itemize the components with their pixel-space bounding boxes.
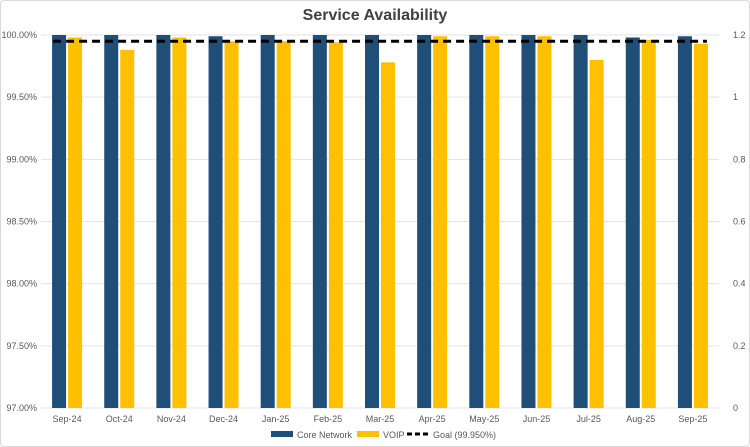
chart-title: Service Availability [302, 7, 448, 24]
bar-voip [641, 39, 656, 409]
x-tick-label: Apr-25 [419, 414, 446, 424]
x-tick-label: Nov-24 [157, 414, 186, 424]
legend-swatch [357, 431, 379, 437]
x-tick-label: Jan-25 [262, 414, 290, 424]
y-tick-label: 99.00% [6, 154, 37, 164]
bar-core-network [365, 35, 379, 408]
y2-tick-label: 0.2 [733, 341, 746, 351]
bar-voip [693, 43, 708, 408]
bar-core-network [677, 36, 692, 408]
x-tick-label: Jul-25 [576, 414, 601, 424]
bar-core-network [417, 35, 432, 408]
legend-label: Goal (99.950%) [433, 430, 496, 440]
bar-voip [224, 41, 239, 408]
bar-core-network [260, 35, 275, 408]
bar-core-network [312, 35, 327, 408]
y-tick-label: 98.50% [6, 217, 37, 227]
bar-core-network [521, 35, 536, 408]
y2-tick-label: 0.6 [733, 217, 746, 227]
bar-voip [433, 36, 448, 408]
x-tick-label: Aug-25 [626, 414, 655, 424]
x-tick-label: May-25 [469, 414, 499, 424]
bar-core-network [208, 36, 223, 408]
bar-voip [68, 37, 83, 409]
bar-voip [589, 59, 604, 408]
x-tick-label: Jun-25 [523, 414, 551, 424]
x-tick-label: Oct-24 [106, 414, 133, 424]
bar-voip [537, 36, 552, 408]
x-tick-label: Sep-24 [53, 414, 82, 424]
y-tick-label: 97.50% [6, 341, 37, 351]
bar-voip [381, 62, 395, 408]
bar-voip [120, 49, 135, 409]
bar-core-network [625, 37, 640, 409]
bar-core-network [104, 35, 119, 408]
y-tick-label: 100.00% [1, 30, 37, 40]
bar-core-network [156, 35, 171, 408]
legend-label: VOIP [383, 430, 405, 440]
y-tick-label: 97.00% [6, 403, 37, 413]
bar-voip [328, 42, 343, 409]
y2-tick-label: 1 [733, 92, 738, 102]
legend-label: Core Network [297, 430, 353, 440]
bar-core-network [52, 35, 67, 408]
bar-core-network [573, 35, 588, 408]
legend-swatch [271, 431, 293, 437]
bar-core-network [469, 35, 484, 408]
y2-tick-label: 0 [733, 403, 738, 413]
y2-tick-label: 1.2 [733, 30, 746, 40]
bar-voip [485, 36, 500, 408]
y-tick-label: 99.50% [6, 92, 37, 102]
y2-tick-label: 0.8 [733, 154, 746, 164]
x-tick-label: Mar-25 [366, 414, 395, 424]
bar-voip [172, 37, 187, 409]
y2-tick-label: 0.4 [733, 279, 746, 289]
y-tick-label: 98.00% [6, 279, 37, 289]
x-tick-label: Feb-25 [314, 414, 343, 424]
bar-voip [276, 41, 291, 408]
x-tick-label: Dec-24 [209, 414, 238, 424]
x-tick-label: Sep-25 [678, 414, 707, 424]
